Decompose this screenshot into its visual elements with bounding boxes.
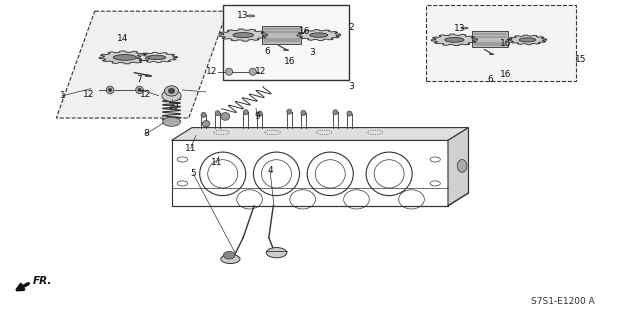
Ellipse shape: [223, 251, 235, 259]
Ellipse shape: [202, 121, 210, 127]
Ellipse shape: [247, 15, 255, 17]
Bar: [262, 26, 301, 44]
Text: 12: 12: [83, 90, 94, 99]
Bar: [472, 31, 508, 47]
Ellipse shape: [145, 75, 152, 77]
Ellipse shape: [445, 38, 464, 42]
Ellipse shape: [163, 117, 180, 126]
Polygon shape: [99, 51, 150, 64]
Polygon shape: [172, 128, 468, 140]
Polygon shape: [508, 35, 547, 45]
Ellipse shape: [250, 68, 256, 75]
Ellipse shape: [215, 111, 220, 116]
Ellipse shape: [221, 255, 240, 263]
Ellipse shape: [287, 109, 292, 114]
Ellipse shape: [233, 33, 253, 38]
Ellipse shape: [162, 90, 181, 101]
Text: 8: 8: [143, 130, 148, 138]
Text: 15: 15: [575, 55, 587, 63]
Text: 3: 3: [310, 48, 315, 57]
Ellipse shape: [113, 55, 136, 60]
Polygon shape: [297, 30, 340, 41]
Polygon shape: [431, 34, 477, 46]
Text: 2: 2: [348, 23, 353, 32]
Text: 4: 4: [268, 166, 273, 175]
Ellipse shape: [333, 110, 338, 115]
Ellipse shape: [519, 38, 536, 42]
Ellipse shape: [148, 55, 166, 60]
Polygon shape: [56, 11, 227, 118]
Ellipse shape: [266, 248, 287, 258]
Text: 14: 14: [117, 34, 129, 43]
Text: 7: 7: [137, 75, 142, 84]
Text: 16: 16: [500, 70, 511, 78]
Text: 5: 5: [191, 169, 196, 178]
Text: 16: 16: [500, 39, 511, 48]
Bar: [426, 5, 576, 81]
Ellipse shape: [168, 88, 175, 93]
Text: 6: 6: [488, 75, 493, 84]
Ellipse shape: [201, 112, 206, 117]
Ellipse shape: [108, 88, 111, 92]
Text: 13: 13: [237, 11, 249, 20]
Ellipse shape: [221, 113, 230, 120]
Ellipse shape: [138, 88, 141, 92]
Text: S7S1-E1200 A: S7S1-E1200 A: [531, 297, 595, 306]
Text: 11: 11: [185, 144, 196, 153]
Ellipse shape: [461, 27, 468, 29]
Polygon shape: [136, 52, 177, 63]
Text: 16: 16: [299, 27, 310, 36]
Text: 3: 3: [348, 82, 353, 91]
Text: 11: 11: [211, 158, 222, 167]
Ellipse shape: [457, 160, 467, 172]
Ellipse shape: [310, 33, 328, 37]
Ellipse shape: [489, 54, 494, 55]
Ellipse shape: [347, 111, 352, 116]
Polygon shape: [219, 29, 268, 41]
Text: 9: 9: [255, 112, 260, 121]
Ellipse shape: [164, 86, 179, 96]
Ellipse shape: [226, 68, 233, 75]
Text: FR.: FR.: [33, 276, 52, 286]
Ellipse shape: [257, 111, 262, 116]
Text: 10: 10: [168, 102, 180, 111]
Text: 12: 12: [140, 90, 152, 99]
Text: 1: 1: [60, 91, 65, 100]
Text: 12: 12: [205, 67, 217, 76]
Ellipse shape: [301, 110, 306, 115]
Ellipse shape: [106, 86, 114, 94]
Text: 12: 12: [255, 67, 267, 76]
Ellipse shape: [243, 110, 248, 115]
Text: 6: 6: [265, 47, 270, 56]
Text: 16: 16: [284, 57, 295, 66]
Ellipse shape: [136, 86, 143, 94]
Ellipse shape: [284, 49, 289, 51]
Polygon shape: [448, 128, 468, 206]
Text: 13: 13: [454, 24, 465, 33]
Bar: [223, 5, 349, 80]
